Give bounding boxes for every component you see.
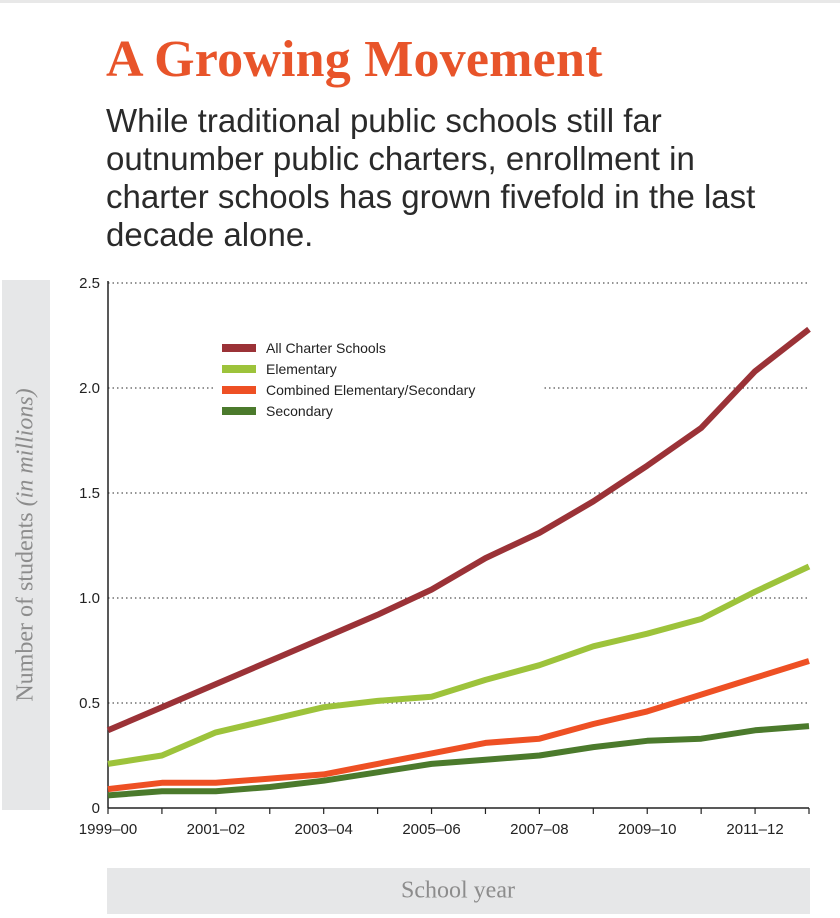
y-tick-label: 2.5 [79, 275, 100, 292]
legend-swatch [222, 407, 256, 415]
x-tick-label: 2009–10 [618, 821, 676, 838]
x-axis-label: School year [401, 877, 515, 904]
legend-label: Secondary [266, 403, 333, 419]
legend-label: All Charter Schools [266, 340, 386, 356]
legend-swatch [222, 365, 256, 373]
legend-swatch [222, 386, 256, 394]
x-tick-label: 2001–02 [187, 821, 245, 838]
series-line [107, 723, 810, 799]
legend-swatch [222, 344, 256, 352]
y-tick-label: 2.0 [79, 380, 100, 397]
series-line [107, 563, 811, 767]
series-line [106, 326, 811, 734]
x-tick-label: 1999–00 [79, 821, 137, 838]
x-tick-label: 2005–06 [402, 821, 460, 838]
legend-label: Elementary [266, 361, 337, 377]
y-tick-label: 1.5 [79, 485, 100, 502]
y-tick-label: 0.5 [79, 695, 100, 712]
y-axis-label-band [2, 280, 50, 810]
x-axis-label-band [107, 868, 810, 914]
top-rule [0, 0, 840, 3]
legend-label: Combined Elementary/Secondary [266, 382, 475, 398]
x-tick-label: 2011–12 [726, 821, 783, 838]
x-tick-label: 2007–08 [510, 821, 568, 838]
y-tick-label: 0 [92, 800, 100, 817]
x-tick-label: 2003–04 [294, 821, 352, 838]
page-title: A Growing Movement [106, 31, 603, 88]
legend-background [214, 336, 544, 426]
y-tick-label: 1.0 [79, 590, 100, 607]
page-subtitle: While traditional public schools still f… [106, 102, 756, 253]
series-line [107, 658, 810, 793]
